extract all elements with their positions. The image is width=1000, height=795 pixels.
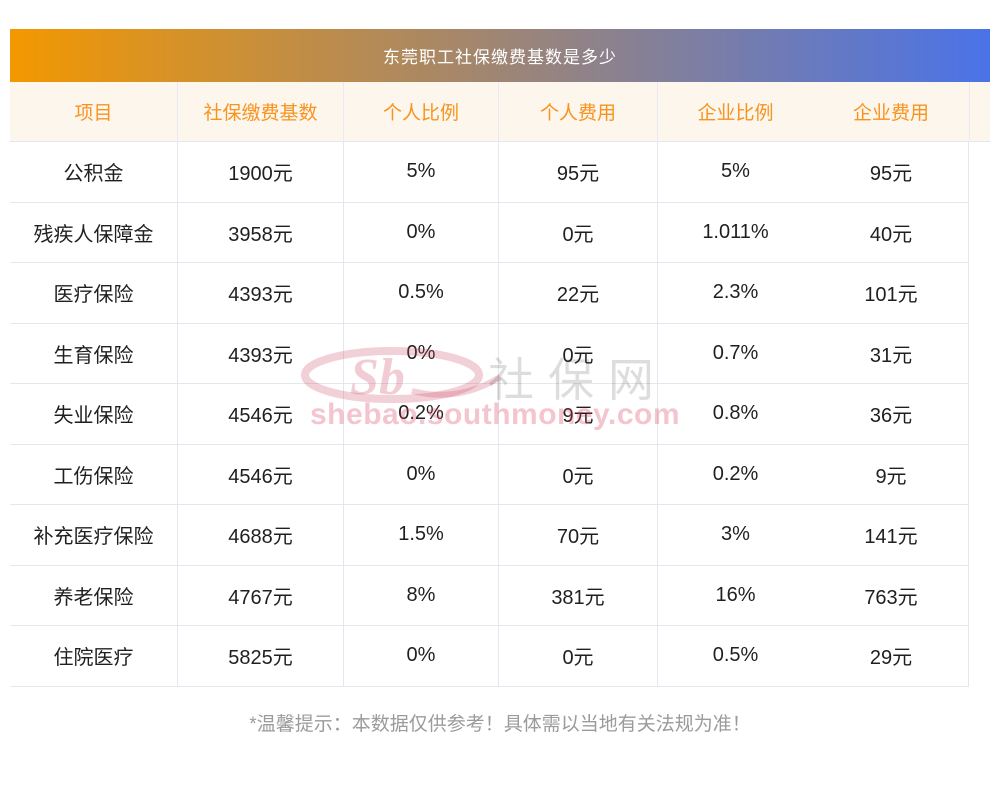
table-cell: 0.5% xyxy=(657,626,813,686)
table-cell: 残疾人保障金 xyxy=(33,223,154,246)
table-row: 医疗保险 4393元 0.5% 22元 2.3% 101元 xyxy=(10,263,969,324)
table-cell: 0元 xyxy=(498,202,657,262)
table-cell: 4546元 xyxy=(177,444,343,504)
table-cell: 3958元 xyxy=(177,202,343,262)
table-cell: 公积金 xyxy=(63,163,124,186)
table-cell: 95元 xyxy=(869,163,913,186)
table-cell: 失业保险 xyxy=(53,405,134,428)
table-cell: 2.3% xyxy=(657,263,813,323)
table-cell: 补充医疗保险 xyxy=(33,526,154,549)
title-banner: 东莞职工社保缴费基数是多少 xyxy=(10,29,990,82)
table-cell: 9元 xyxy=(498,384,657,444)
table-cell: 763元 xyxy=(864,586,918,609)
table-cell: 36元 xyxy=(869,405,913,428)
table-cell: 0元 xyxy=(498,444,657,504)
table-row: 养老保险 4767元 8% 381元 16% 763元 xyxy=(10,565,969,626)
table-cell: 22元 xyxy=(498,263,657,323)
column-header-item: 项目 xyxy=(74,103,113,124)
table-cell: 0% xyxy=(343,626,498,686)
table-cell: 5% xyxy=(657,142,813,202)
table-cell: 95元 xyxy=(498,142,657,202)
table-cell: 31元 xyxy=(869,344,913,367)
table-cell: 1.011% xyxy=(657,202,813,262)
table-row: 住院医疗 5825元 0% 0元 0.5% 29元 xyxy=(10,626,969,687)
table-cell: 4688元 xyxy=(177,505,343,565)
table-cell: 70元 xyxy=(498,505,657,565)
table-cell: 1900元 xyxy=(177,142,343,202)
table-cell: 医疗保险 xyxy=(53,284,134,307)
table-cell: 0元 xyxy=(498,626,657,686)
table-cell: 生育保险 xyxy=(53,344,134,367)
table-cell: 5825元 xyxy=(177,626,343,686)
table-cell: 0.8% xyxy=(657,384,813,444)
table-cell: 4393元 xyxy=(177,263,343,323)
table-cell: 3% xyxy=(657,505,813,565)
table-cell: 16% xyxy=(657,565,813,625)
table-row: 失业保险 4546元 0.2% 9元 0.8% 36元 xyxy=(10,384,969,445)
table-body: 公积金 1900元 5% 95元 5% 95元 残疾人保障金 3958元 0% … xyxy=(10,142,969,687)
column-header-personal-fee: 个人费用 xyxy=(498,82,657,141)
table-cell: 4546元 xyxy=(177,384,343,444)
table-cell: 0% xyxy=(343,202,498,262)
table-cell: 101元 xyxy=(864,284,918,307)
table-row: 残疾人保障金 3958元 0% 0元 1.011% 40元 xyxy=(10,202,969,263)
column-header-personal-rate: 个人比例 xyxy=(343,82,498,141)
table-cell: 8% xyxy=(343,565,498,625)
table-row: 公积金 1900元 5% 95元 5% 95元 xyxy=(10,142,969,203)
table-cell: 381元 xyxy=(498,565,657,625)
column-header-company-rate: 企业比例 xyxy=(657,82,813,141)
header-spacer xyxy=(969,82,990,141)
table-cell: 0% xyxy=(343,323,498,383)
table-cell: 29元 xyxy=(869,647,913,670)
table-cell: 4393元 xyxy=(177,323,343,383)
table-row: 工伤保险 4546元 0% 0元 0.2% 9元 xyxy=(10,444,969,505)
table-header-row: 项目 社保缴费基数 个人比例 个人费用 企业比例 企业费用 xyxy=(10,82,990,142)
table-cell: 住院医疗 xyxy=(53,647,134,670)
table-cell: 养老保险 xyxy=(53,586,134,609)
column-header-base: 社保缴费基数 xyxy=(177,82,343,141)
table-cell: 0.2% xyxy=(657,444,813,504)
table-cell: 0元 xyxy=(498,323,657,383)
table-cell: 5% xyxy=(343,142,498,202)
table-cell: 1.5% xyxy=(343,505,498,565)
table-row: 生育保险 4393元 0% 0元 0.7% 31元 xyxy=(10,323,969,384)
table-cell: 9元 xyxy=(875,465,907,488)
table-cell: 40元 xyxy=(869,223,913,246)
table-cell: 工伤保险 xyxy=(53,465,134,488)
table-cell: 141元 xyxy=(864,526,918,549)
table-cell: 0.7% xyxy=(657,323,813,383)
table-cell: 0% xyxy=(343,444,498,504)
table-row: 补充医疗保险 4688元 1.5% 70元 3% 141元 xyxy=(10,505,969,566)
table-cell: 0.5% xyxy=(343,263,498,323)
table-cell: 0.2% xyxy=(343,384,498,444)
column-header-company-fee: 企业费用 xyxy=(852,103,929,124)
table-cell: 4767元 xyxy=(177,565,343,625)
footer-disclaimer: *温馨提示：本数据仅供参考！具体需以当地有关法规为准！ xyxy=(249,714,751,735)
page-title: 东莞职工社保缴费基数是多少 xyxy=(383,48,617,67)
